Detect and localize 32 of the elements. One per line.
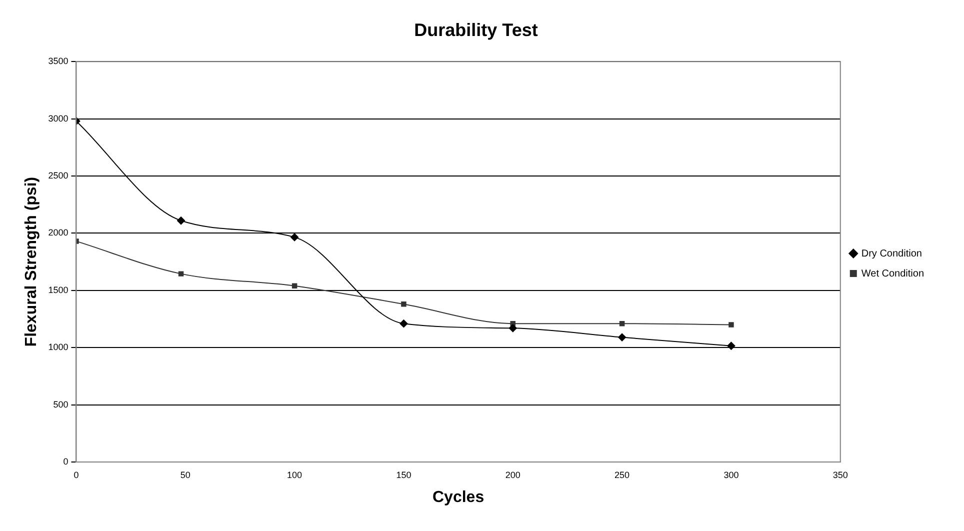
point	[618, 333, 626, 342]
y-tick-label: 500	[53, 399, 68, 410]
x-tick-label: 250	[614, 470, 630, 480]
y-tick-label: 1000	[48, 342, 68, 352]
y-tick-label: 2000	[48, 228, 68, 238]
point	[619, 320, 625, 326]
x-tick-label: 350	[832, 470, 848, 480]
y-tick-label: 3500	[48, 56, 68, 66]
y-tick-label: 0	[63, 456, 68, 466]
point	[508, 324, 517, 332]
x-tick-label: 200	[505, 470, 520, 480]
point	[292, 283, 298, 288]
point	[290, 233, 299, 242]
y-axis-title: Flexural Strength (psi)	[23, 176, 40, 347]
y-tick-label: 1500	[48, 284, 68, 295]
point	[178, 271, 184, 276]
x-tick-label: 300	[724, 470, 739, 480]
point	[177, 216, 186, 225]
y-tick-label: 3000	[48, 113, 68, 124]
x-tick-label: 50	[180, 470, 190, 480]
chart-title: Durability Test	[414, 20, 538, 40]
x-tick-label: 100	[287, 470, 302, 480]
x-axis-title: Cycles	[432, 488, 484, 506]
legend-label: Dry Condition	[861, 248, 922, 260]
point	[400, 320, 408, 328]
point	[727, 342, 736, 350]
point	[728, 322, 734, 328]
y-tick-label: 2500	[48, 170, 68, 180]
x-tick-label: 150	[396, 470, 412, 480]
legend-label: Wet Condition	[861, 268, 924, 280]
x-tick-label: 0	[74, 470, 79, 480]
point	[401, 302, 406, 307]
